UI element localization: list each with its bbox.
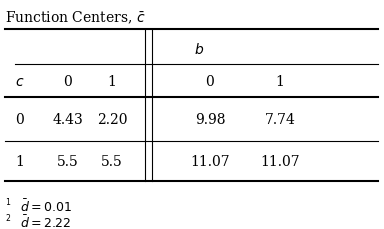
Text: 0: 0: [64, 75, 72, 89]
Text: 0: 0: [205, 75, 214, 89]
Text: 1: 1: [276, 75, 285, 89]
Text: 1: 1: [15, 154, 24, 168]
Text: $\bar{d} = 0.01$: $\bar{d} = 0.01$: [20, 197, 72, 214]
Text: 11.07: 11.07: [260, 154, 300, 168]
Text: Function Centers, $\bar{c}$: Function Centers, $\bar{c}$: [5, 10, 146, 26]
Text: 11.07: 11.07: [190, 154, 230, 168]
Text: 9.98: 9.98: [195, 112, 225, 126]
Text: 4.43: 4.43: [53, 112, 83, 126]
Text: 1: 1: [108, 75, 116, 89]
Text: $^2$: $^2$: [5, 213, 11, 223]
Text: 5.5: 5.5: [101, 154, 123, 168]
Text: 7.74: 7.74: [265, 112, 295, 126]
Text: $b$: $b$: [194, 42, 204, 57]
Text: $\bar{d} = 2.22$: $\bar{d} = 2.22$: [20, 213, 71, 229]
Text: $c$: $c$: [15, 75, 25, 89]
Text: $^1$: $^1$: [5, 197, 12, 207]
Text: 0: 0: [15, 112, 24, 126]
Text: 5.5: 5.5: [57, 154, 79, 168]
Text: 2.20: 2.20: [97, 112, 127, 126]
